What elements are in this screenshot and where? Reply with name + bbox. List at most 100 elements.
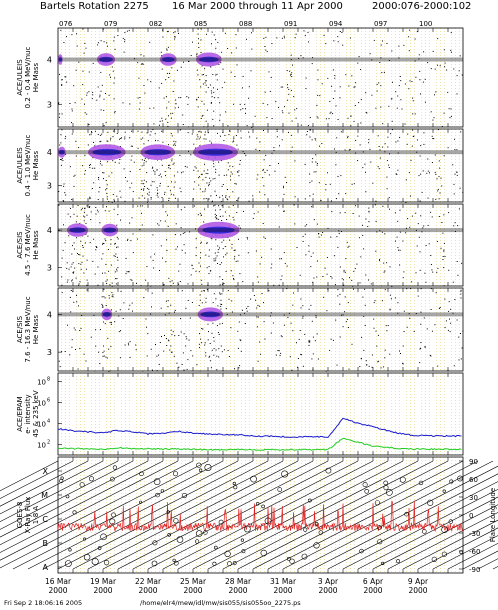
scatter-point xyxy=(402,277,404,279)
scatter-point xyxy=(78,263,80,265)
scatter-point xyxy=(105,122,107,124)
scatter-point xyxy=(278,226,280,228)
scatter-point xyxy=(360,69,362,70)
scatter-point xyxy=(430,288,432,290)
scatter-point xyxy=(179,187,181,189)
scatter-point xyxy=(146,285,148,287)
scatter-point xyxy=(388,105,390,107)
scatter-point xyxy=(346,318,348,320)
scatter-point xyxy=(110,264,112,266)
scatter-point xyxy=(141,183,143,185)
scatter-point xyxy=(302,305,304,307)
scatter-point xyxy=(68,235,70,237)
scatter-point xyxy=(204,190,206,192)
scatter-point xyxy=(279,145,280,147)
scatter-point xyxy=(132,310,133,312)
scatter-point xyxy=(165,338,167,339)
scatter-point xyxy=(264,237,266,239)
scatter-point xyxy=(186,166,188,168)
scatter-point xyxy=(352,285,354,287)
scatter-point xyxy=(398,249,399,251)
scatter-point xyxy=(382,205,384,207)
scatter-point xyxy=(179,154,181,156)
scatter-point xyxy=(420,173,422,175)
scatter-point xyxy=(72,272,74,274)
scatter-point xyxy=(227,162,229,164)
scatter-point xyxy=(312,281,314,283)
scatter-point xyxy=(293,96,295,98)
scatter-point xyxy=(197,214,199,216)
scatter-point xyxy=(447,147,449,149)
scatter-point xyxy=(424,78,426,80)
scatter-point xyxy=(201,65,203,67)
scatter-point xyxy=(217,332,219,333)
scatter-point xyxy=(236,144,238,146)
date-tick-label: 16 Mar xyxy=(45,577,72,586)
flare-marker xyxy=(377,525,382,530)
scatter-point xyxy=(449,318,450,320)
scatter-point xyxy=(200,51,202,53)
scatter-point xyxy=(224,246,226,247)
scatter-point xyxy=(250,70,252,72)
scatter-point xyxy=(339,266,341,268)
scatter-point xyxy=(213,293,215,295)
scatter-point xyxy=(255,148,257,150)
flare-marker xyxy=(256,502,260,506)
scatter-point xyxy=(384,357,386,359)
scatter-point xyxy=(213,258,215,260)
mass-band-core xyxy=(144,149,172,156)
scatter-point xyxy=(421,231,423,233)
scatter-point xyxy=(408,172,410,174)
scatter-point xyxy=(109,322,111,324)
date-tick-label: 22 Mar xyxy=(135,577,162,586)
scatter-point xyxy=(318,233,320,235)
scatter-point xyxy=(97,86,99,88)
mass-band-core xyxy=(99,56,113,63)
y-axis-label: 7.6 - 16.3 MeV/nuc xyxy=(24,296,32,362)
y-tick-label: 3 xyxy=(47,348,52,357)
scatter-point xyxy=(360,122,362,124)
scatter-point xyxy=(192,355,194,357)
scatter-point xyxy=(108,210,110,212)
scatter-point xyxy=(349,149,351,150)
scatter-point xyxy=(294,109,296,111)
scatter-point xyxy=(84,170,86,172)
scatter-point xyxy=(199,79,201,81)
scatter-point xyxy=(63,183,65,185)
scatter-point xyxy=(226,252,228,254)
scatter-point xyxy=(427,224,429,226)
scatter-point xyxy=(365,191,367,193)
scatter-point xyxy=(61,276,63,278)
scatter-point xyxy=(278,106,279,108)
scatter-point xyxy=(160,307,162,309)
scatter-point xyxy=(240,227,241,229)
scatter-point xyxy=(154,171,156,173)
flare-marker xyxy=(325,467,332,474)
scatter-point xyxy=(442,232,444,234)
scatter-point xyxy=(392,129,393,131)
scatter-point xyxy=(100,160,101,162)
scatter-point xyxy=(394,297,396,299)
scatter-point xyxy=(131,155,133,157)
scatter-point xyxy=(230,171,232,173)
scatter-point xyxy=(264,172,266,173)
scatter-point xyxy=(95,249,97,251)
scatter-point xyxy=(262,177,264,179)
scatter-point xyxy=(242,87,243,89)
scatter-point xyxy=(278,163,279,164)
scatter-point xyxy=(217,251,219,253)
scatter-point xyxy=(311,320,313,322)
scatter-point xyxy=(213,166,215,168)
scatter-point xyxy=(276,129,278,131)
scatter-point xyxy=(59,366,61,368)
scatter-point xyxy=(308,250,310,252)
flare-track xyxy=(147,460,359,570)
scatter-point xyxy=(171,334,173,336)
scatter-point xyxy=(188,126,190,128)
flare-marker xyxy=(174,560,179,566)
scatter-point xyxy=(196,53,198,55)
scatter-point xyxy=(90,133,92,135)
right-tick-label: 0 xyxy=(469,512,473,520)
scatter-point xyxy=(119,146,121,147)
scatter-point xyxy=(336,198,337,200)
